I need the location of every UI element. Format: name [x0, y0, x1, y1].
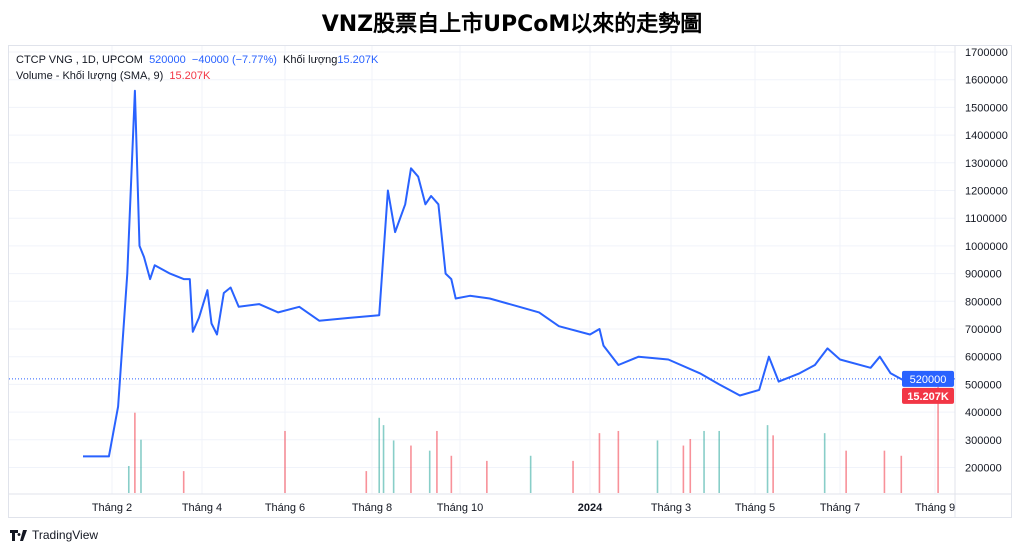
volume-bar	[900, 455, 903, 493]
volume-bar	[140, 439, 142, 493]
sma-label: Volume - Khối lượng (SMA, 9)	[16, 70, 164, 82]
volume-bar	[845, 450, 847, 493]
volume-bar	[392, 440, 395, 493]
y-tick-label: 1000000	[965, 241, 1008, 253]
x-tick-label: Tháng 9	[915, 502, 955, 514]
y-tick-label: 1300000	[965, 158, 1008, 170]
volume-bar	[284, 430, 286, 493]
brand-name: TradingView	[32, 528, 99, 542]
x-tick-label: Tháng 3	[651, 502, 691, 514]
y-tick-label: 1100000	[965, 213, 1007, 225]
symbol-name: CTCP VNG , 1D, UPCOM	[16, 54, 143, 66]
x-tick-label: 2024	[578, 502, 603, 514]
volume-tag-bg	[902, 387, 954, 404]
y-tick-label: 400000	[965, 407, 1002, 419]
sma-value: 15.207K	[169, 70, 211, 82]
volume-bar	[883, 450, 886, 493]
volume-tag: 15.207K	[907, 391, 949, 403]
x-tick-label: Tháng 7	[820, 502, 860, 514]
volume-bar	[703, 430, 705, 493]
volume-bar	[428, 450, 431, 493]
volume-bar	[134, 412, 136, 493]
volume-bar	[529, 455, 532, 493]
volume-bar	[450, 455, 453, 493]
x-tick-label: Tháng 8	[352, 502, 392, 514]
y-tick-label: 300000	[965, 435, 1002, 447]
volume-bar	[823, 433, 826, 493]
volume-bar	[365, 471, 368, 493]
y-tick-label: 600000	[965, 352, 1002, 364]
legend-volume-label: Khối lượng	[283, 54, 338, 66]
volume-bar	[718, 430, 720, 493]
y-tick-label: 1600000	[965, 75, 1008, 87]
y-tick-label: 1700000	[965, 47, 1008, 59]
chart-title: VNZ股票自上市UPCoM以來的走勢圖	[321, 12, 703, 37]
volume-bar	[436, 430, 438, 493]
volume-bar	[766, 425, 769, 493]
volume-bar	[378, 417, 381, 493]
volume-bar	[486, 460, 488, 493]
y-tick-label: 700000	[965, 324, 1002, 336]
y-tick-label: 900000	[965, 269, 1002, 281]
x-tick-label: Tháng 5	[735, 502, 775, 514]
volume-bar	[382, 425, 385, 493]
y-tick-label: 500000	[965, 379, 1002, 391]
volume-bar	[410, 445, 412, 493]
legend-price: 520000	[149, 54, 186, 66]
volume-bar	[598, 433, 601, 493]
volume-bar	[689, 438, 692, 493]
x-tick-label: Tháng 10	[437, 502, 483, 514]
legend-change: −40000 (−7.77%)	[191, 54, 277, 66]
y-tick-label: 1500000	[965, 102, 1008, 114]
x-tick-label: Tháng 4	[182, 502, 222, 514]
volume-bar	[127, 465, 130, 493]
x-tick-label: Tháng 6	[265, 502, 305, 514]
price-tag-bg	[902, 370, 954, 387]
symbol-legend: CTCP VNG , 1D, UPCOM 520000 −40000 (−7.7…	[16, 53, 378, 67]
x-tick-label: Tháng 2	[92, 502, 132, 514]
volume-bar	[682, 445, 685, 493]
volume-legend: Volume - Khối lượng (SMA, 9) 15.207K	[16, 69, 210, 83]
legend-volume-value: 15.207K	[337, 54, 379, 66]
volume-bar	[617, 430, 620, 493]
volume-bar	[572, 460, 574, 493]
tradingview-logo[interactable]: TradingView	[10, 528, 98, 542]
volume-bar	[937, 382, 939, 493]
price-tag: 520000	[910, 374, 947, 386]
price-line	[83, 89, 939, 458]
y-tick-label: 800000	[965, 296, 1002, 308]
volume-bar	[182, 471, 185, 493]
y-tick-label: 1200000	[965, 186, 1008, 198]
tradingview-icon	[10, 529, 27, 541]
volume-bar	[772, 435, 774, 493]
y-tick-label: 200000	[965, 463, 1002, 475]
volume-bar	[656, 440, 659, 493]
chart-frame	[8, 45, 1012, 518]
y-tick-label: 1400000	[965, 130, 1008, 142]
